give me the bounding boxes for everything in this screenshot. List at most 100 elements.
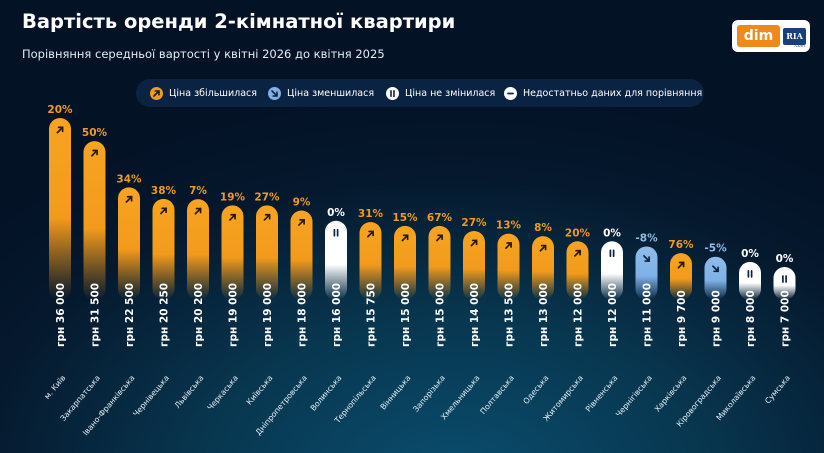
- logo-ria-text: RIA: [783, 28, 806, 45]
- value-label: грн 15 750: [366, 283, 378, 347]
- change-label: 0%: [327, 207, 345, 219]
- category-label: Чернігівська: [614, 373, 654, 418]
- value-label: грн 20 250: [159, 283, 171, 347]
- bar-arrow-up-right-icon: [539, 244, 547, 252]
- bar-arrow-up-right-icon: [194, 207, 202, 215]
- bar-arrow-up-right-icon: [401, 234, 409, 242]
- change-label: -8%: [635, 232, 658, 244]
- change-label: 7%: [189, 185, 207, 197]
- value-label: грн 14 000: [469, 283, 481, 347]
- change-label: 0%: [603, 227, 621, 239]
- change-label: 50%: [82, 127, 108, 139]
- minus-icon: [504, 86, 517, 100]
- value-label: грн 18 000: [297, 283, 309, 347]
- legend: Ціна збільшилася Ціна зменшилася Ціна не…: [136, 79, 704, 107]
- bar-arrow-up-right-icon: [298, 219, 305, 226]
- bar: [394, 225, 416, 300]
- value-label: грн 11 000: [642, 283, 654, 347]
- bar-arrow-up-right-icon: [436, 234, 443, 242]
- bar: [463, 231, 485, 300]
- bar: [532, 236, 554, 300]
- change-label: 15%: [392, 212, 418, 224]
- category-label: Львівська: [173, 373, 206, 410]
- change-label: 31%: [358, 208, 384, 220]
- bar: [118, 187, 140, 300]
- bar: [739, 261, 761, 300]
- bar: [635, 246, 658, 300]
- change-label: 20%: [47, 104, 73, 116]
- category-label: Сумська: [763, 373, 792, 405]
- value-label: грн 36 000: [55, 283, 67, 347]
- change-label: 0%: [741, 248, 759, 260]
- change-label: -5%: [704, 243, 727, 255]
- bar-arrow-up-right-icon: [677, 261, 685, 269]
- bar: [221, 205, 244, 300]
- legend-item-down: Ціна зменшилася: [268, 86, 374, 100]
- value-label: грн 12 000: [607, 283, 619, 347]
- bar: [187, 199, 209, 300]
- bar: [428, 225, 451, 300]
- change-label: 34%: [116, 173, 142, 185]
- category-label: Вінницька: [379, 373, 413, 411]
- bar-arrow-up-right-icon: [505, 242, 512, 250]
- value-label: грн 9 700: [676, 290, 688, 347]
- bar: [566, 241, 589, 300]
- bar: [359, 222, 382, 300]
- category-label: Запорізька: [411, 373, 447, 413]
- change-label: 20%: [565, 227, 591, 239]
- change-label: 76%: [668, 239, 694, 251]
- bar-arrow-up-right-icon: [56, 126, 64, 134]
- value-label: грн 22 500: [124, 283, 136, 347]
- bar-arrow-up-right-icon: [470, 239, 478, 247]
- change-label: 19%: [220, 191, 246, 203]
- bar: [256, 205, 278, 300]
- logo-domain-text: .com: [794, 44, 806, 49]
- value-label: грн 8 000: [745, 290, 757, 347]
- category-label: Одеська: [521, 373, 550, 406]
- category-label: м. Київ: [43, 373, 68, 401]
- arrow-down-right-icon: [268, 86, 281, 100]
- value-label: грн 13 000: [538, 283, 550, 347]
- logo-dim-text: dim: [737, 25, 780, 47]
- bar: [49, 118, 71, 300]
- value-label: грн 7 000: [780, 290, 792, 347]
- bar-arrow-up-right-icon: [574, 249, 581, 257]
- bar-arrow-down-right-icon: [643, 254, 650, 262]
- legend-label-up: Ціна збільшилася: [169, 87, 257, 99]
- bar: [290, 210, 313, 300]
- bar-arrow-up-right-icon: [91, 149, 98, 157]
- bar-arrow-up-right-icon: [125, 195, 133, 203]
- bar: [325, 220, 347, 300]
- change-label: 38%: [151, 185, 177, 197]
- value-label: грн 15 000: [400, 283, 412, 347]
- category-label: Черкаська: [206, 373, 241, 412]
- arrow-up-right-icon: [150, 86, 163, 100]
- value-label: грн 16 000: [331, 283, 343, 347]
- bar: [773, 267, 796, 300]
- bar-arrow-down-right-icon: [712, 265, 719, 273]
- legend-label-same: Ціна не змінилася: [405, 87, 496, 99]
- pause-icon: [386, 86, 399, 100]
- chart-subtitle: Порівняння середньої вартості у квітні 2…: [22, 47, 385, 61]
- bar-pause-icon: [747, 270, 753, 278]
- legend-item-up: Ціна збільшилася: [150, 86, 257, 100]
- legend-item-na: Недостатньо даних для порівняння: [504, 86, 702, 100]
- value-label: грн 9 000: [711, 290, 723, 347]
- bar-pause-icon: [782, 275, 787, 283]
- change-label: 27%: [461, 217, 487, 229]
- bar-arrow-up-right-icon: [160, 207, 167, 215]
- bar-arrow-up-right-icon: [367, 230, 374, 238]
- category-label: Полтавська: [478, 373, 516, 416]
- value-label: грн 12 000: [573, 283, 585, 347]
- legend-label-down: Ціна зменшилася: [287, 87, 375, 99]
- bar: [152, 198, 175, 300]
- bar: [601, 241, 623, 300]
- bar: [83, 141, 106, 300]
- dimria-logo[interactable]: dim RIA .com: [732, 20, 810, 52]
- bar: [497, 233, 520, 300]
- bar: [670, 253, 692, 300]
- change-label: 8%: [534, 222, 552, 234]
- bar: [704, 256, 727, 300]
- change-label: 9%: [293, 196, 311, 208]
- change-label: 0%: [776, 253, 794, 265]
